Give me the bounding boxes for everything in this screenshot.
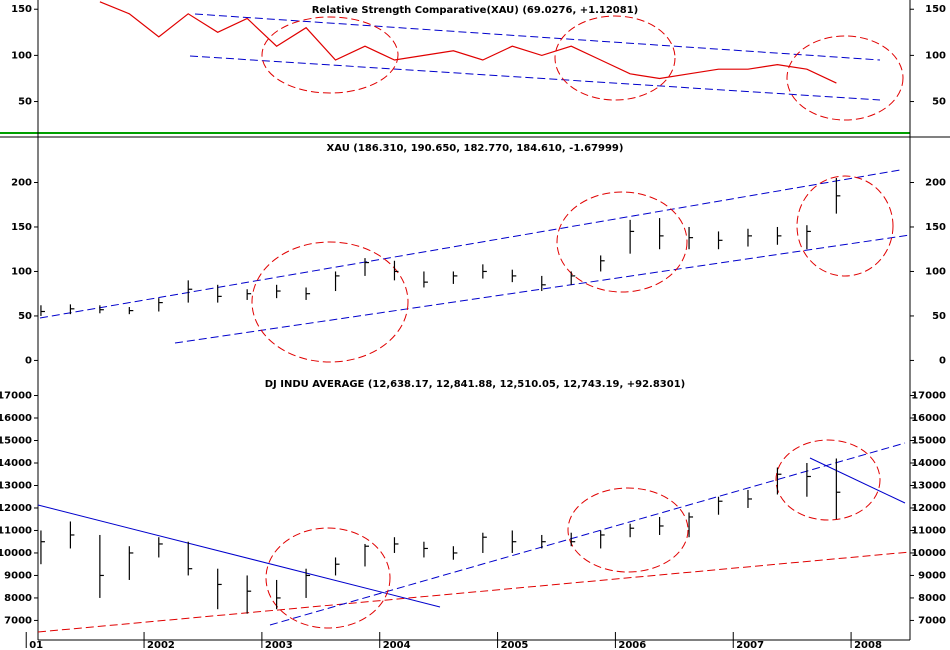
y-tick-label: 15000 xyxy=(0,436,32,447)
y-tick-label: 12000 xyxy=(911,503,946,514)
x-tick-label: 2007 xyxy=(736,640,764,650)
x-tick-label: 2006 xyxy=(618,640,646,650)
panel-title: XAU (186.310, 190.650, 182.770, 184.610,… xyxy=(327,143,624,154)
trendline xyxy=(269,442,906,626)
y-tick-label: 0 xyxy=(25,355,32,366)
y-tick-label: 50 xyxy=(18,311,32,322)
x-tick-label: 01 xyxy=(29,640,43,650)
y-tick-label: 200 xyxy=(11,177,32,188)
plot-area xyxy=(40,178,841,316)
y-tick-label: 50 xyxy=(932,311,946,322)
y-tick-label: 7000 xyxy=(4,615,32,626)
circle xyxy=(796,175,894,277)
y-tick-label: 11000 xyxy=(0,525,32,536)
y-tick-label: 9000 xyxy=(4,570,32,581)
trendline xyxy=(194,13,881,61)
plot-area xyxy=(40,458,841,614)
circle xyxy=(251,241,409,363)
annotations xyxy=(37,13,911,633)
y-tick-label: 11000 xyxy=(911,525,946,536)
x-tick-label: 2005 xyxy=(501,640,529,650)
y-tick-label: 9000 xyxy=(918,570,946,581)
x-tick-label: 2008 xyxy=(854,640,882,650)
y-tick-label: 150 xyxy=(925,4,946,15)
y-tick-label: 0 xyxy=(939,355,946,366)
trendline xyxy=(39,169,901,319)
trendline xyxy=(189,55,881,101)
y-tick-label: 14000 xyxy=(0,458,32,469)
circle xyxy=(567,487,689,573)
circle xyxy=(265,527,391,629)
y-tick-label: 8000 xyxy=(4,593,32,604)
y-tick-label: 150 xyxy=(925,222,946,233)
y-tick-label: 150 xyxy=(11,222,32,233)
trendline xyxy=(809,457,906,504)
y-tick-label: 15000 xyxy=(911,436,946,447)
y-tick-label: 12000 xyxy=(0,503,32,514)
x-tick-label: 2004 xyxy=(383,640,411,650)
y-tick-label: 200 xyxy=(925,177,946,188)
y-tick-label: 17000 xyxy=(0,391,32,402)
y-tick-label: 100 xyxy=(925,266,946,277)
y-tick-label: 100 xyxy=(11,266,32,277)
panel-title: Relative Strength Comparative(XAU) (69.0… xyxy=(312,5,639,16)
y-tick-label: 7000 xyxy=(918,615,946,626)
y-tick-label: 17000 xyxy=(911,391,946,402)
trendline xyxy=(174,234,911,344)
circle xyxy=(556,191,688,293)
trendline xyxy=(37,551,911,633)
trendline xyxy=(37,504,441,608)
circle xyxy=(775,439,881,521)
panel-title: DJ INDU AVERAGE (12,638.17, 12,841.88, 1… xyxy=(265,379,686,390)
y-tick-label: 8000 xyxy=(918,593,946,604)
y-tick-label: 150 xyxy=(11,4,32,15)
y-tick-label: 50 xyxy=(932,97,946,108)
rsc-line xyxy=(99,1,837,84)
x-tick-label: 2003 xyxy=(265,640,293,650)
circle xyxy=(786,35,904,121)
y-tick-label: 100 xyxy=(925,50,946,61)
y-tick-label: 16000 xyxy=(911,413,946,424)
y-tick-label: 10000 xyxy=(911,548,946,559)
y-tick-label: 13000 xyxy=(0,480,32,491)
y-tick-label: 10000 xyxy=(0,548,32,559)
circle xyxy=(261,16,399,94)
x-tick-label: 2002 xyxy=(147,640,175,650)
y-tick-label: 13000 xyxy=(911,480,946,491)
circle xyxy=(554,15,676,101)
y-tick-label: 50 xyxy=(18,97,32,108)
y-tick-label: 100 xyxy=(11,50,32,61)
plot-area xyxy=(99,1,837,84)
y-tick-label: 16000 xyxy=(0,413,32,424)
y-tick-label: 14000 xyxy=(911,458,946,469)
